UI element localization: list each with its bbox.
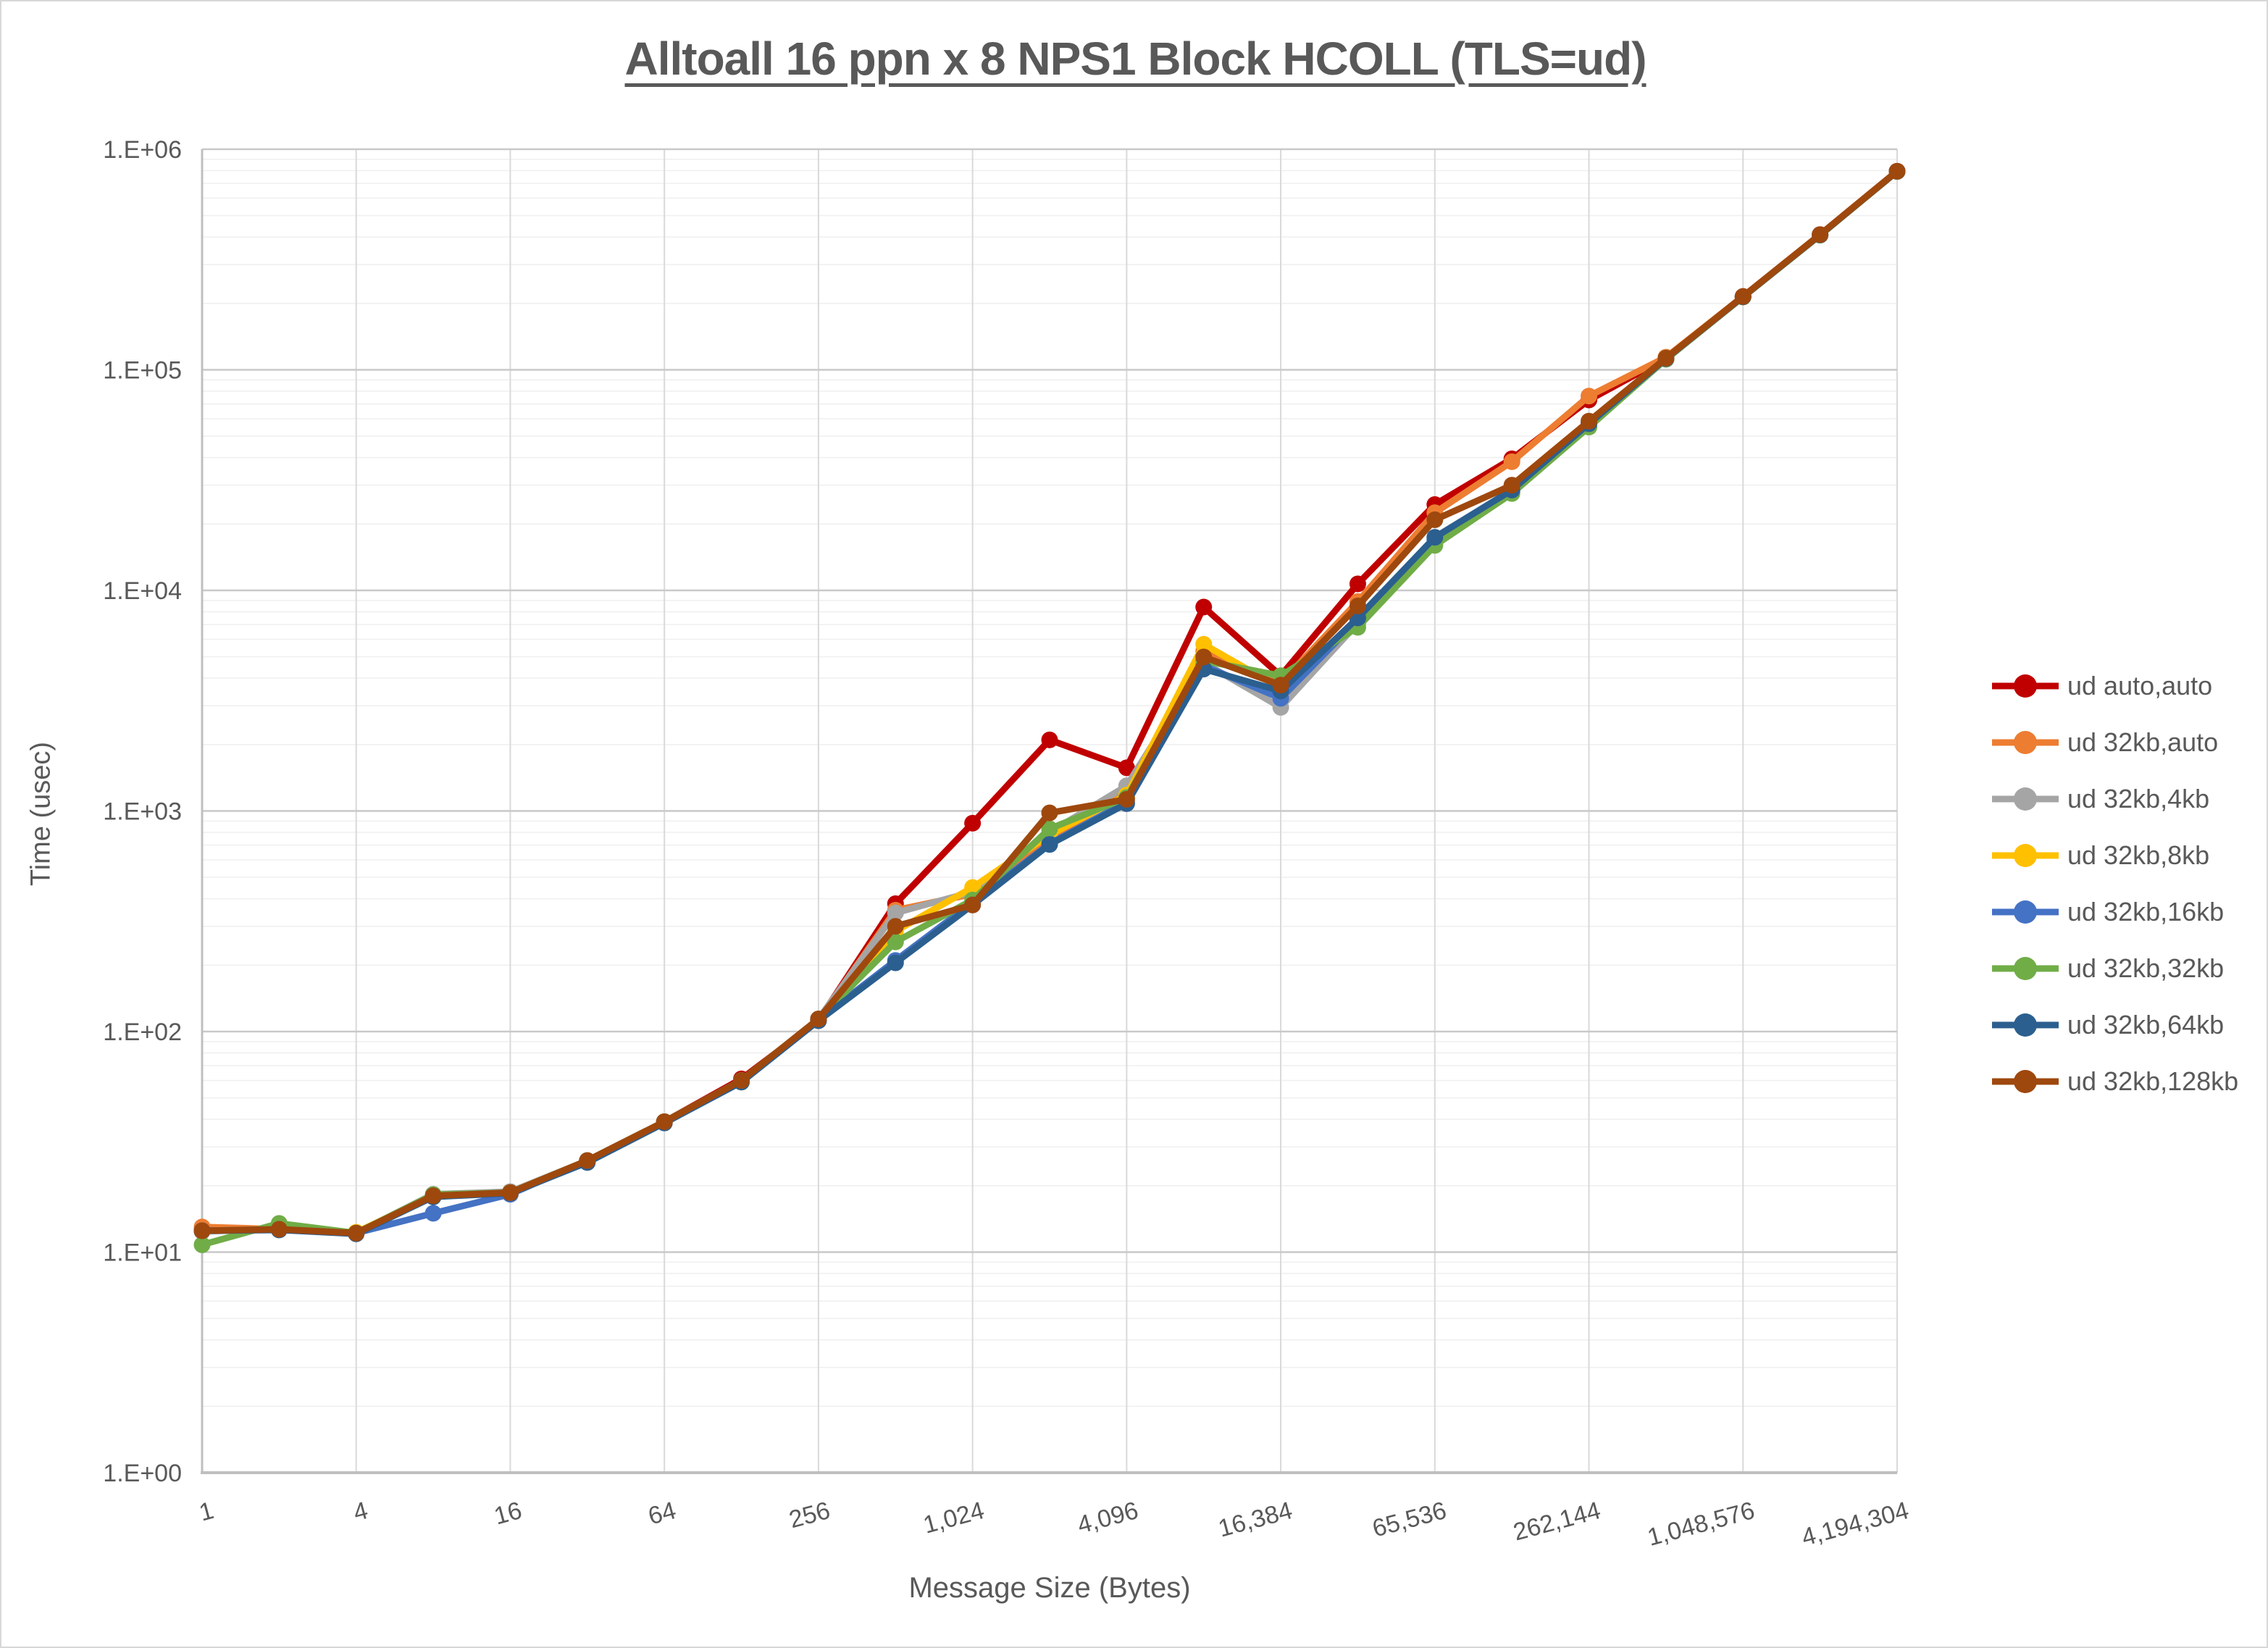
data-point-ud-32kb-128kb [193, 1222, 211, 1239]
series-line-ud-32kb-64kb [198, 168, 1901, 1237]
data-point-ud-32kb-auto [1581, 388, 1598, 405]
x-tick-label: 4,194,304 [1799, 1497, 1912, 1552]
data-point-ud-32kb-64kb [1426, 529, 1444, 546]
data-point-ud-32kb-128kb [424, 1187, 442, 1205]
y-tick-label: 1.E+02 [103, 1019, 182, 1046]
x-tick-label: 1,024 [921, 1497, 987, 1539]
data-point-ud-auto-auto [1349, 575, 1366, 593]
data-point-ud-32kb-128kb [1657, 349, 1675, 367]
legend-label: ud 32kb,16kb [2067, 897, 2224, 927]
legend-label: ud 32kb,32kb [2067, 953, 2224, 983]
data-point-ud-32kb-64kb [887, 954, 904, 971]
data-point-ud-32kb-128kb [887, 918, 904, 935]
legend-marker-dot [2014, 1013, 2037, 1037]
x-tick-label: 4 [351, 1497, 371, 1527]
data-point-ud-32kb-128kb [1041, 804, 1058, 821]
legend-marker-dot [2014, 731, 2037, 754]
legend-label: ud 32kb,8kb [2067, 840, 2209, 870]
data-point-ud-32kb-128kb [348, 1224, 365, 1242]
data-point-ud-auto-auto [1041, 731, 1058, 748]
x-axis-title: Message Size (Bytes) [908, 1572, 1191, 1604]
data-point-ud-32kb-128kb [1272, 677, 1289, 694]
data-point-ud-32kb-8kb [964, 879, 982, 896]
legend-label: ud 32kb,64kb [2067, 1010, 2224, 1040]
series-line-ud-auto-auto [198, 167, 1901, 1237]
data-point-ud-32kb-128kb [1118, 790, 1135, 808]
data-point-ud-32kb-64kb [1041, 836, 1058, 853]
y-tick-label: 1.E+03 [103, 798, 182, 826]
series-line-ud-32kb-128kb [198, 167, 1901, 1237]
data-point-ud-32kb-128kb [270, 1221, 288, 1238]
data-point-ud-32kb-128kb [1349, 597, 1366, 614]
legend-marker-dot [2014, 900, 2037, 924]
data-point-ud-auto-auto [1195, 598, 1213, 616]
y-tick-label: 1.E+06 [103, 136, 182, 164]
data-point-ud-32kb-4kb [887, 904, 904, 921]
legend-label: ud 32kb,4kb [2067, 784, 2209, 813]
legend-marker-dot [2014, 1070, 2037, 1093]
data-point-ud-32kb-128kb [501, 1184, 519, 1201]
series-line-ud-32kb-32kb [198, 168, 1901, 1248]
x-tick-label: 1,048,576 [1644, 1497, 1757, 1552]
data-point-ud-32kb-8kb [1195, 635, 1213, 653]
legend-label: ud 32kb,auto [2067, 727, 2218, 757]
x-tick-label: 16,384 [1215, 1497, 1295, 1543]
series-line-ud-32kb-16kb [198, 168, 1901, 1237]
data-point-ud-32kb-128kb [1734, 288, 1752, 305]
legend-label: ud auto,auto [2067, 671, 2212, 700]
y-tick-label: 1.E+05 [103, 357, 182, 385]
x-tick-label: 64 [645, 1497, 679, 1530]
data-point-ud-32kb-128kb [579, 1152, 596, 1169]
series-line-ud-32kb-auto [198, 167, 1901, 1237]
y-tick-label: 1.E+00 [103, 1460, 182, 1487]
chart-title: Alltoall 16 ppn x 8 NPS1 Block HCOLL (TL… [624, 33, 1646, 85]
data-point-ud-32kb-128kb [1195, 648, 1213, 666]
data-point-ud-32kb-32kb [887, 933, 904, 950]
data-point-ud-32kb-32kb [193, 1236, 211, 1253]
legend-marker-dot [2014, 674, 2037, 698]
x-tick-label: 4,096 [1074, 1497, 1141, 1539]
legend-marker-dot [2014, 844, 2037, 867]
data-point-ud-32kb-128kb [1503, 477, 1520, 494]
legend-marker-dot [2014, 957, 2037, 980]
data-point-ud-32kb-auto [1503, 453, 1520, 470]
x-tick-label: 16 [491, 1497, 524, 1530]
data-point-ud-32kb-128kb [1426, 511, 1444, 529]
x-tick-label: 262,144 [1510, 1497, 1604, 1547]
y-tick-label: 1.E+01 [103, 1239, 182, 1267]
data-point-ud-32kb-16kb [424, 1205, 442, 1222]
data-point-ud-auto-auto [964, 814, 982, 832]
data-point-ud-32kb-128kb [656, 1113, 673, 1131]
data-point-ud-32kb-128kb [1581, 412, 1598, 430]
y-axis-title: Time (usec) [25, 741, 57, 887]
x-tick-label: 256 [786, 1497, 833, 1534]
data-point-ud-auto-auto [1118, 759, 1135, 777]
x-tick-label: 65,536 [1370, 1497, 1449, 1543]
data-point-ud-32kb-32kb [1041, 820, 1058, 837]
legend-label: ud 32kb,128kb [2067, 1066, 2238, 1096]
data-point-ud-32kb-128kb [733, 1072, 750, 1089]
legend-marker-dot [2014, 787, 2037, 811]
data-point-ud-32kb-128kb [1812, 226, 1829, 243]
data-point-ud-32kb-128kb [810, 1011, 827, 1028]
series-line-ud-32kb-4kb [198, 168, 1901, 1237]
series-line-ud-32kb-8kb [198, 168, 1901, 1236]
x-tick-label: 1 [196, 1497, 217, 1527]
data-point-ud-32kb-128kb [1888, 162, 1906, 180]
y-tick-label: 1.E+04 [103, 577, 182, 605]
data-point-ud-32kb-128kb [964, 896, 982, 913]
